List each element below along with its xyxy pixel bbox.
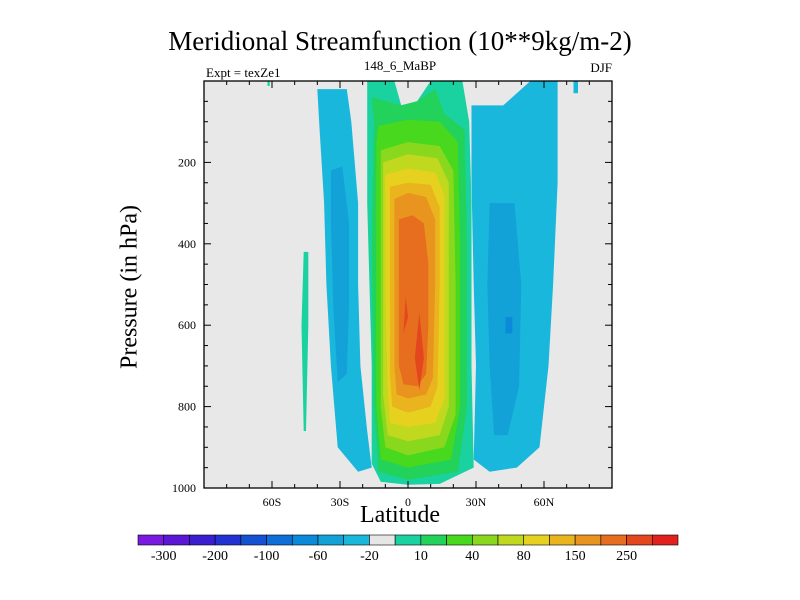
axes: 60S 30S 0 30N 60N 200 400 600 800 1000 — [172, 80, 613, 509]
x-axis-label: Latitude — [360, 502, 440, 528]
y-tick-label: 600 — [178, 318, 196, 332]
colorbar-swatch — [317, 534, 345, 546]
colorbar-swatch — [523, 534, 550, 546]
region-hadley-core-b — [414, 313, 424, 391]
colorbar-swatch — [266, 534, 293, 546]
colorbar-swatch — [291, 534, 319, 546]
colorbar-label: -200 — [202, 549, 228, 564]
region-sh-outer-cell-medium — [330, 166, 350, 383]
region-sh-polar-thin-strip — [301, 251, 309, 431]
x-tick-label: 60N — [534, 495, 555, 509]
colorbar-label: 150 — [565, 549, 586, 564]
colorbar-label: 40 — [465, 549, 479, 564]
colorbar-swatch — [163, 534, 190, 546]
x-tick-label: 60S — [263, 495, 282, 509]
colorbar-label: -100 — [254, 549, 280, 564]
colorbar-label: 10 — [414, 549, 428, 564]
colorbar-swatch — [549, 534, 576, 546]
colorbar-swatch — [189, 534, 216, 546]
y-axis-label: Pressure (in hPa) — [116, 205, 143, 369]
y-tick-label: 400 — [178, 237, 196, 251]
colorbar-label: -20 — [360, 549, 379, 564]
region-nh-outer-cell-dark — [505, 317, 513, 334]
chart-subtitle-left: Expt = texZe1 — [206, 65, 281, 80]
colorbar-label: 80 — [517, 549, 531, 564]
colorbar: -300 -200 -100 -60 -20 10 40 80 150 250 — [137, 534, 679, 564]
y-tick-label: 200 — [178, 155, 196, 169]
colorbar-label: 250 — [616, 549, 637, 564]
colorbar-swatch — [471, 534, 499, 546]
colorbar-swatch — [343, 534, 370, 546]
colorbar-swatch — [240, 534, 267, 546]
contour-field — [267, 81, 578, 485]
y-tick-label: 800 — [178, 400, 196, 414]
colorbar-swatch — [214, 534, 242, 546]
colorbar-swatch — [137, 534, 165, 546]
region-nh-outer-cell-medium — [487, 203, 522, 436]
colorbar-label: -300 — [151, 549, 177, 564]
colorbar-swatch — [651, 534, 679, 546]
x-tick-label: 0 — [405, 495, 411, 509]
chart-subtitle-right: DJF — [590, 60, 612, 75]
colorbar-swatch — [420, 534, 447, 546]
region-hadley-250 — [398, 215, 429, 387]
colorbar-swatch — [394, 534, 422, 546]
chart-title: Meridional Streamfunction (10**9kg/m-2) — [168, 26, 632, 56]
region-sh-top-edge-patch — [267, 81, 270, 86]
colorbar-swatch — [497, 534, 525, 546]
colorbar-swatch — [574, 534, 602, 546]
colorbar-label: -60 — [309, 549, 328, 564]
x-tick-label: 30S — [331, 495, 350, 509]
chart-subtitle-center: 148_6_MaBP — [363, 58, 437, 73]
colorbar-swatch — [626, 534, 653, 546]
colorbar-swatch — [446, 534, 473, 546]
region-nh-top-edge-patch — [573, 81, 578, 94]
x-tick-label: 30N — [466, 495, 487, 509]
colorbar-swatch — [600, 534, 627, 546]
region-hadley-core-a — [403, 296, 408, 334]
y-tick-label: 1000 — [172, 481, 196, 495]
colorbar-swatch — [369, 534, 396, 546]
